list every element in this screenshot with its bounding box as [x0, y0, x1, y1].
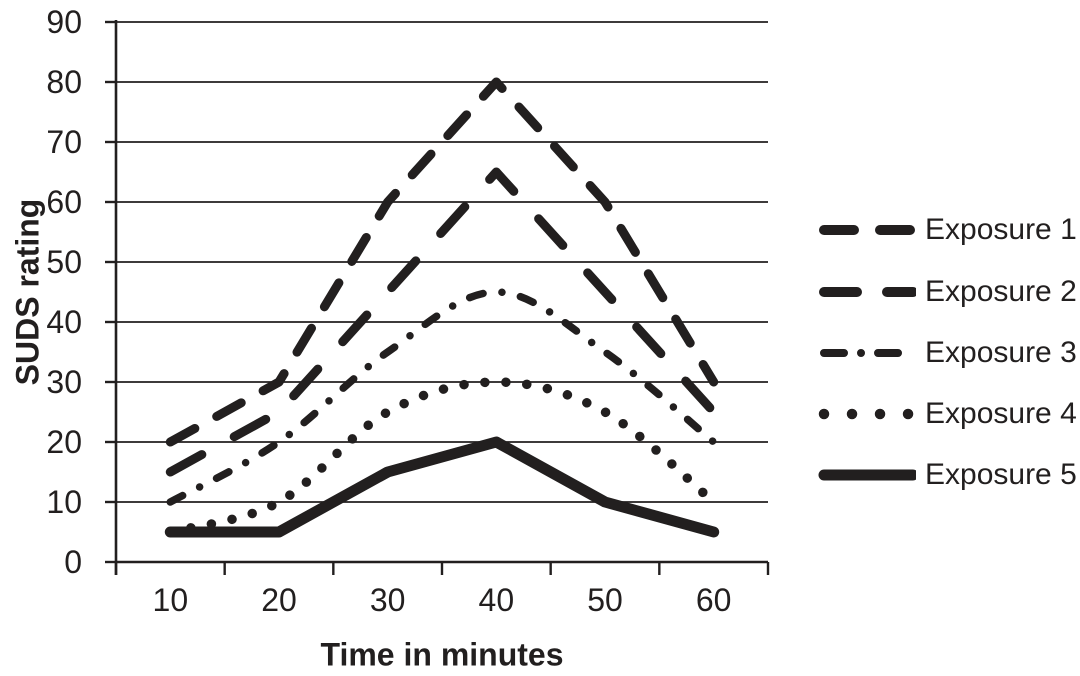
y-tick-label-20: 20: [46, 424, 82, 460]
y-tick-label-60: 60: [46, 184, 82, 220]
x-tick-label-20: 20: [261, 582, 297, 618]
x-tick-label-30: 30: [370, 582, 406, 618]
x-tick-label-40: 40: [479, 582, 515, 618]
series-line-exposure-1: [165, 77, 719, 447]
y-tick-label-40: 40: [46, 304, 82, 340]
series-line-exposure-5: [164, 436, 720, 538]
series-line-exposure-2: [165, 167, 719, 477]
y-tick-label-0: 0: [64, 544, 82, 580]
x-axis-title: Time in minutes: [320, 636, 564, 673]
x-tick-label-10: 10: [153, 582, 189, 618]
y-tick-label-70: 70: [46, 124, 82, 160]
y-tick-label-90: 90: [46, 4, 82, 40]
x-tick-label-60: 60: [696, 582, 732, 618]
y-tick-label-10: 10: [46, 484, 82, 520]
y-tick-label-30: 30: [46, 364, 82, 400]
y-tick-label-80: 80: [46, 64, 82, 100]
x-tick-label-50: 50: [587, 582, 623, 618]
y-axis-title: SUDS rating: [9, 198, 46, 386]
series-line-exposure-4: [165, 377, 719, 537]
series-line-exposure-3: [166, 288, 718, 506]
y-tick-label-50: 50: [46, 244, 82, 280]
